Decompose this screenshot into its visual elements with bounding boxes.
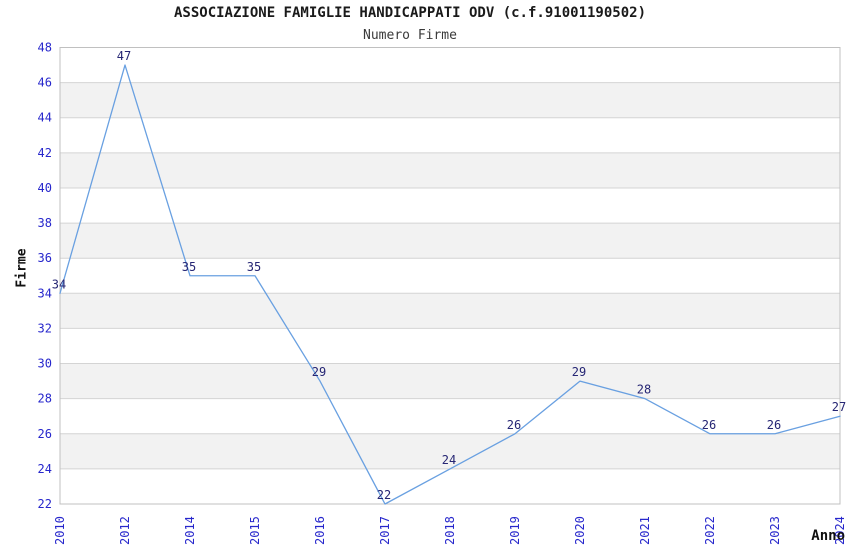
data-point-label: 35 <box>247 260 261 274</box>
data-point-label: 27 <box>832 400 846 414</box>
x-axis-title: Anno <box>811 528 845 544</box>
plot-band <box>60 47 840 83</box>
y-tick-label: 32 <box>38 321 52 335</box>
plot-band <box>60 187 840 224</box>
x-tick-label: 2012 <box>118 516 132 545</box>
y-tick-label: 34 <box>38 286 52 300</box>
plot-band <box>60 363 840 399</box>
y-tick-label: 26 <box>38 427 52 441</box>
chart-subtitle: Numero Firme <box>363 28 457 43</box>
plot-band <box>60 117 840 153</box>
x-tick-label: 2017 <box>378 516 392 545</box>
x-tick-label: 2010 <box>53 516 67 545</box>
y-tick-label: 22 <box>38 497 52 511</box>
plot-band <box>60 433 840 469</box>
x-tick-label: 2015 <box>248 516 262 545</box>
y-tick-label: 44 <box>38 111 52 125</box>
data-point-label: 26 <box>507 418 521 432</box>
x-tick-label: 2024 <box>833 516 847 545</box>
x-tick-label: 2023 <box>768 516 782 545</box>
y-tick-label: 48 <box>38 41 52 55</box>
plot-band <box>60 82 840 118</box>
x-tick-label: 2018 <box>443 516 457 545</box>
data-point-label: 22 <box>377 488 391 502</box>
y-tick-label: 36 <box>38 251 52 265</box>
y-tick-label: 42 <box>38 146 52 160</box>
data-point-label: 28 <box>637 383 651 397</box>
x-tick-label: 2019 <box>508 516 522 545</box>
x-tick-label: 2016 <box>313 516 327 545</box>
plot-band <box>60 328 840 364</box>
plot-band <box>60 152 840 188</box>
x-tick-label: 2020 <box>573 516 587 545</box>
y-tick-label: 24 <box>38 462 52 476</box>
chart-title: ASSOCIAZIONE FAMIGLIE HANDICAPPATI ODV (… <box>173 5 646 21</box>
data-point-label: 34 <box>52 277 66 291</box>
x-tick-label: 2014 <box>183 516 197 545</box>
plot-band <box>60 293 840 329</box>
data-point-label: 24 <box>442 453 456 467</box>
plot-band <box>60 398 840 434</box>
data-point-label: 26 <box>767 418 781 432</box>
plot-band <box>60 468 840 504</box>
data-point-label: 29 <box>312 365 326 379</box>
y-tick-label: 40 <box>38 181 52 195</box>
y-tick-label: 38 <box>38 216 52 230</box>
x-tick-label: 2021 <box>638 516 652 545</box>
plot-band <box>60 258 840 294</box>
data-point-label: 29 <box>572 365 586 379</box>
data-point-label: 47 <box>117 49 131 63</box>
data-point-label: 35 <box>182 260 196 274</box>
series-line <box>59 64 841 505</box>
y-axis-title: Firme <box>14 248 30 288</box>
y-tick-label: 30 <box>38 357 52 371</box>
x-tick-label: 2022 <box>703 516 717 545</box>
y-tick-label: 28 <box>38 392 52 406</box>
plot-band <box>60 223 840 259</box>
data-point-label: 26 <box>702 418 716 432</box>
y-tick-label: 46 <box>38 76 52 90</box>
plot-border <box>59 47 841 505</box>
